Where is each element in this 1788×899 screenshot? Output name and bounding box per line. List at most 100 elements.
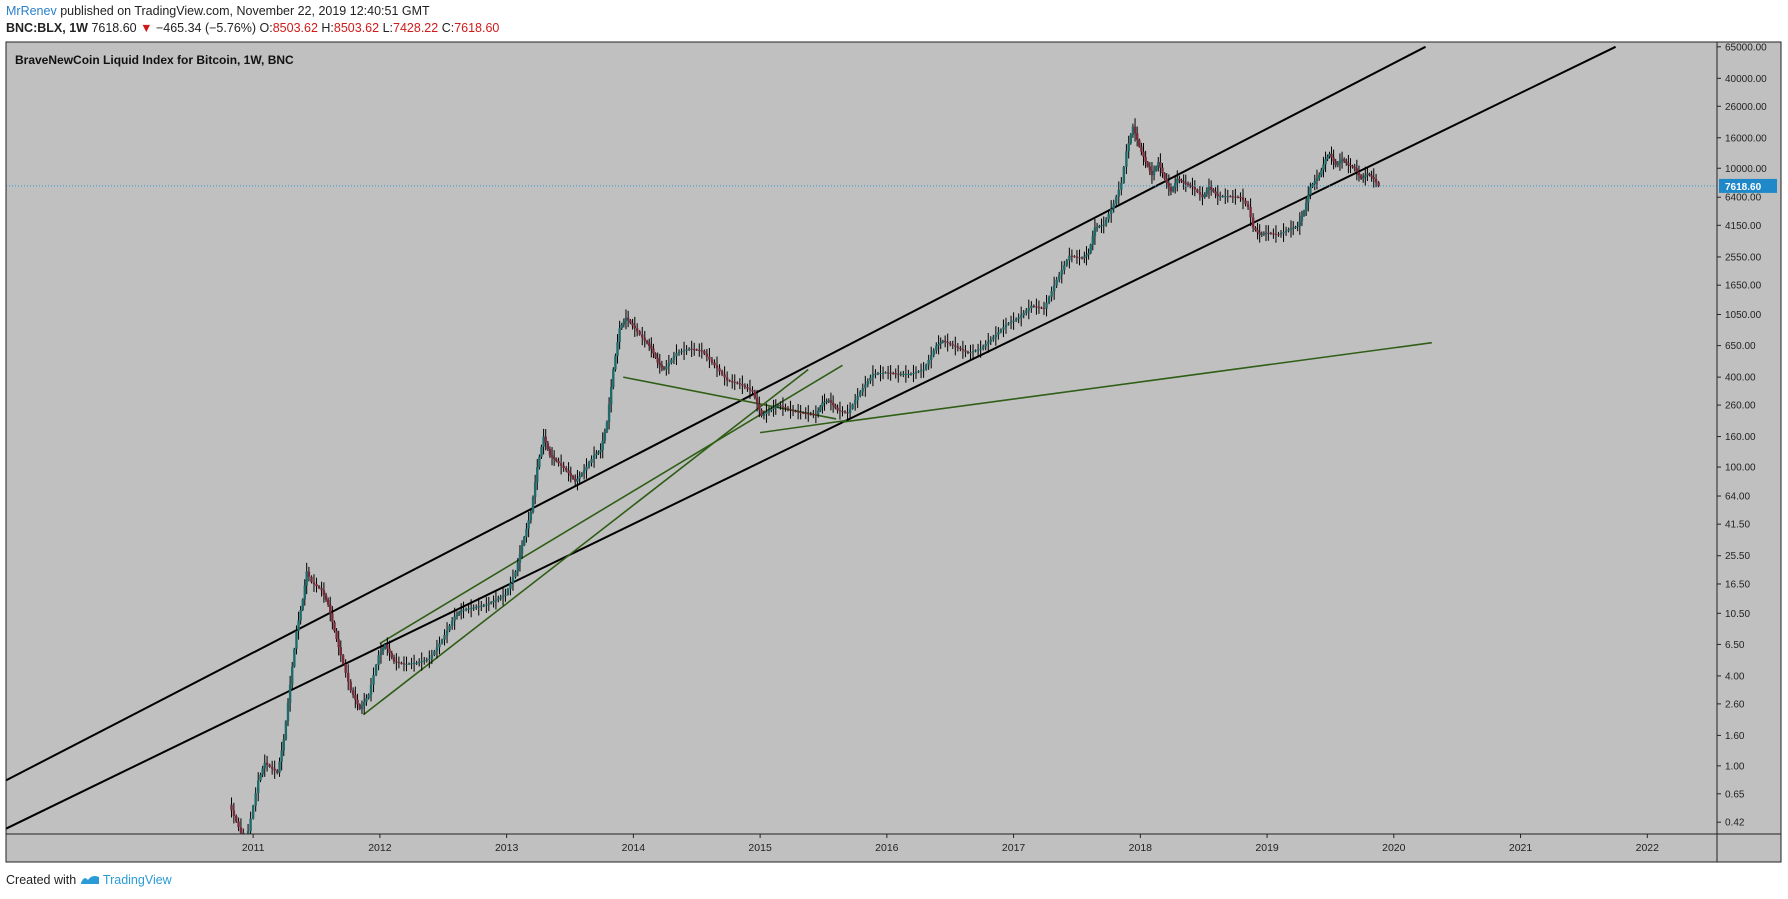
candle-body bbox=[891, 373, 895, 375]
price-axis[interactable] bbox=[1717, 42, 1781, 834]
candle-body bbox=[518, 553, 522, 563]
high-label: H: bbox=[321, 21, 334, 35]
candle-body bbox=[242, 832, 245, 834]
chart-title: BraveNewCoin Liquid Index for Bitcoin, 1… bbox=[15, 53, 294, 67]
candle-body bbox=[917, 371, 920, 373]
candle-body bbox=[576, 478, 579, 482]
candle-body bbox=[959, 347, 962, 350]
candle-body bbox=[410, 663, 413, 665]
candle-body bbox=[571, 475, 575, 479]
candle-body bbox=[349, 681, 352, 691]
low-label: L: bbox=[382, 21, 394, 35]
candle-body bbox=[1014, 319, 1018, 321]
candle-body bbox=[557, 460, 560, 464]
candle-body bbox=[807, 413, 810, 415]
candle-body bbox=[725, 377, 729, 381]
candle-body bbox=[859, 391, 862, 396]
candle-body bbox=[307, 571, 311, 577]
candle-body bbox=[658, 362, 661, 365]
close-value: 7618.60 bbox=[454, 21, 500, 35]
candle-body bbox=[246, 831, 250, 834]
time-axis[interactable] bbox=[6, 834, 1717, 862]
ohlc-line: BNC:BLX, 1W 7618.60 ▼ −465.34 (−5.76%) O… bbox=[6, 21, 499, 35]
candle-body bbox=[1298, 220, 1302, 227]
candle-body bbox=[1279, 233, 1283, 235]
candle-body bbox=[812, 413, 815, 415]
candle-body bbox=[1274, 233, 1278, 235]
candle-body bbox=[1022, 312, 1025, 316]
candle-body bbox=[354, 695, 357, 700]
candle-body bbox=[464, 609, 468, 611]
author-link[interactable]: MrRenev bbox=[6, 4, 57, 18]
candle-body bbox=[529, 512, 533, 521]
candle-body bbox=[1212, 189, 1215, 192]
x-tick-label: 2011 bbox=[242, 842, 265, 854]
candle-body bbox=[904, 373, 908, 375]
candle-body bbox=[546, 442, 550, 450]
candle-body bbox=[597, 451, 600, 454]
plot-area[interactable] bbox=[6, 42, 1717, 834]
candle-body bbox=[257, 780, 260, 794]
candle-body bbox=[383, 644, 387, 649]
candle-body bbox=[1320, 169, 1323, 176]
candle-body bbox=[1218, 196, 1222, 198]
candle-body bbox=[1042, 308, 1046, 310]
candle-body bbox=[329, 604, 332, 614]
candle-body bbox=[851, 404, 854, 409]
candle-body bbox=[284, 721, 288, 740]
candle-body bbox=[751, 390, 754, 392]
candle-body bbox=[1377, 182, 1380, 186]
candle-body bbox=[548, 449, 552, 456]
candle-body bbox=[550, 455, 554, 458]
candle-body bbox=[919, 370, 923, 372]
candle-body bbox=[1115, 196, 1118, 204]
candle-body bbox=[1296, 226, 1299, 228]
candle-body bbox=[1260, 233, 1263, 235]
candle-body bbox=[527, 520, 530, 529]
candle-body bbox=[1012, 320, 1015, 322]
candle-body bbox=[974, 350, 977, 352]
candle-body bbox=[531, 497, 535, 513]
candle-body bbox=[836, 407, 839, 411]
candle-body bbox=[638, 331, 641, 335]
tradingview-logo-icon[interactable] bbox=[80, 873, 103, 887]
candle-body bbox=[622, 321, 626, 325]
candle-body bbox=[487, 603, 491, 605]
candle-body bbox=[282, 739, 285, 751]
candle-body bbox=[1355, 168, 1359, 172]
candle-body bbox=[397, 662, 401, 664]
candle-body bbox=[489, 602, 493, 604]
candle-body bbox=[1368, 173, 1371, 176]
candle-body bbox=[1050, 291, 1053, 297]
open-value: 8503.62 bbox=[272, 21, 318, 35]
y-tick-label: 2.60 bbox=[1725, 699, 1745, 710]
candle-body bbox=[259, 774, 262, 781]
candle-body bbox=[1182, 181, 1185, 183]
candle-body bbox=[1152, 170, 1156, 176]
candle-body bbox=[710, 359, 714, 363]
candle-body bbox=[889, 372, 892, 374]
y-ticks: 65000.00 40000.00 26000.00 16000.00 10000.00… bbox=[1717, 42, 1767, 829]
candle-body bbox=[509, 583, 512, 589]
candle-body bbox=[388, 648, 391, 653]
candle-body bbox=[693, 349, 696, 351]
candle-body bbox=[675, 353, 678, 357]
candle-body bbox=[326, 599, 330, 605]
y-tick-label: 1050.00 bbox=[1725, 310, 1762, 321]
candle-body bbox=[949, 343, 952, 345]
candle-body bbox=[690, 348, 693, 350]
candle-body bbox=[506, 588, 510, 595]
candle-body bbox=[1083, 256, 1086, 259]
candle-body bbox=[784, 407, 787, 409]
candle-body bbox=[609, 387, 613, 405]
candle-body bbox=[1019, 315, 1023, 318]
tradingview-link[interactable]: TradingView bbox=[102, 873, 172, 887]
candle-body bbox=[614, 355, 617, 370]
footer: Created with TradingView bbox=[6, 873, 172, 887]
candle-body bbox=[1184, 182, 1187, 184]
candle-body bbox=[612, 369, 615, 388]
candle-body bbox=[731, 381, 734, 383]
candle-body bbox=[989, 339, 992, 342]
candle-body bbox=[494, 599, 498, 601]
